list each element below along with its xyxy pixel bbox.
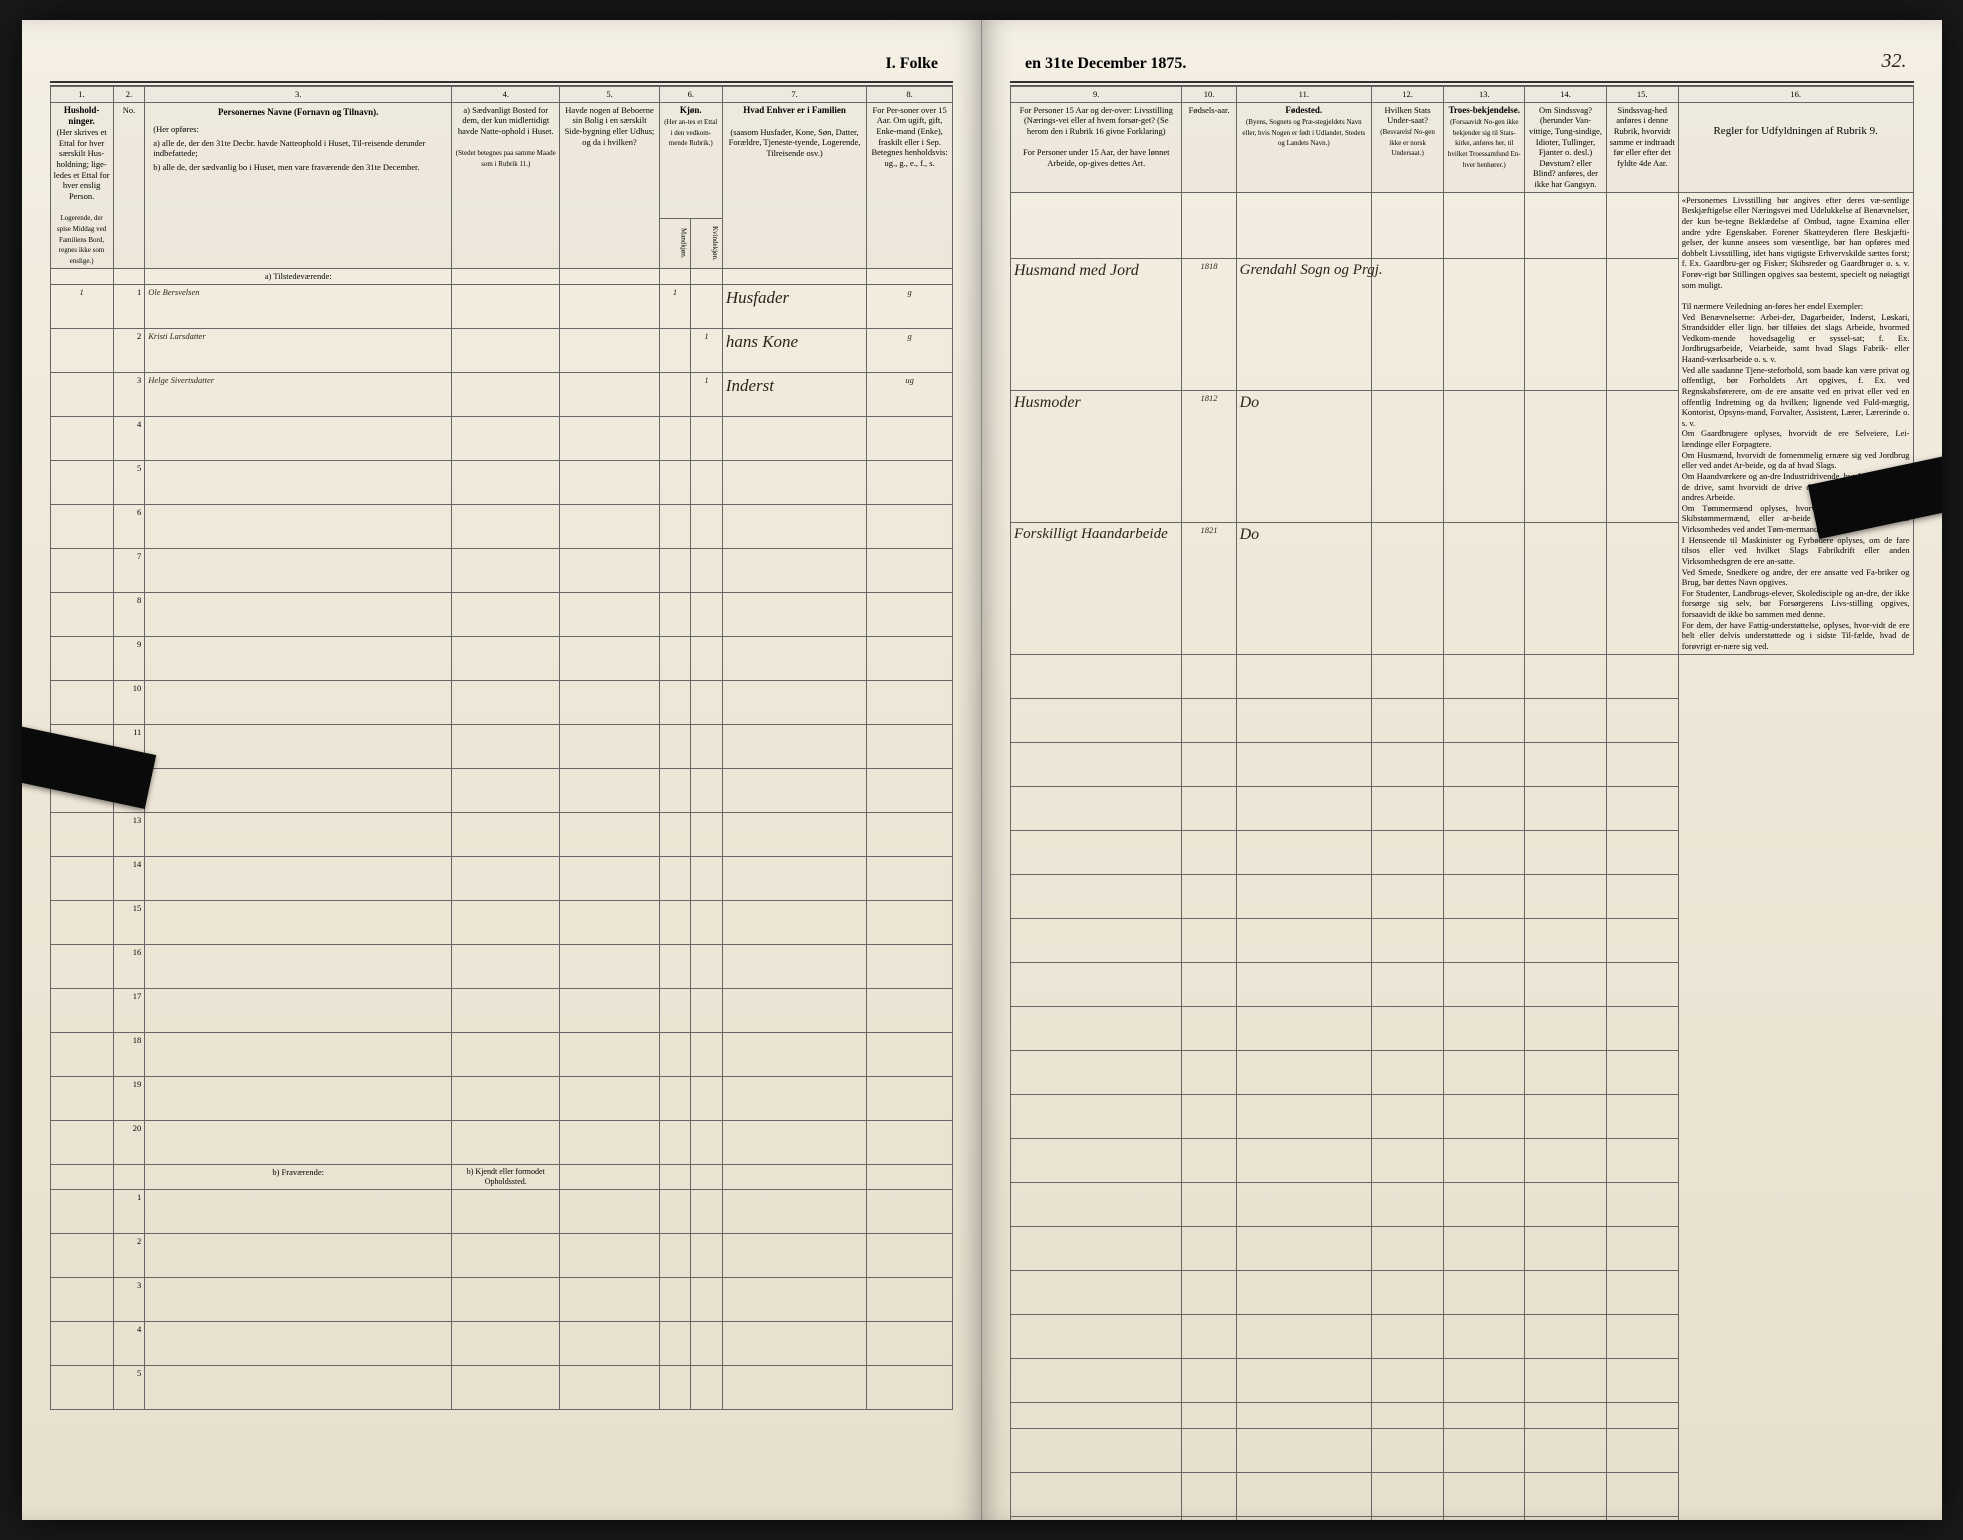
instructions-cell: «Personernes Livsstilling bør angives ef… <box>1678 192 1913 654</box>
hdr-tilfaelde: Sindssvag-hed anføres i denne Rubrik, hv… <box>1606 102 1678 192</box>
col-16: 16. <box>1678 87 1913 103</box>
table-row <box>1011 1138 1914 1182</box>
table-row <box>1011 1516 1914 1520</box>
col-6: 6. <box>659 87 722 103</box>
col-13: 13. <box>1444 87 1525 103</box>
hdr-kvinde: Kvindekjøn. <box>691 218 723 268</box>
person-name: Kristi Larsdatter <box>145 328 452 372</box>
table-row: 5 <box>50 1365 953 1409</box>
table-row <box>1011 1094 1914 1138</box>
col-9: 9. <box>1011 87 1182 103</box>
table-row: 16 <box>50 944 953 988</box>
title-right: en 31te December 1875. <box>1010 55 1914 73</box>
table-row: 14 <box>50 856 953 900</box>
hdr-bosted: a) Sædvanligt Bosted for dem, der kun mi… <box>452 102 560 268</box>
table-row <box>1011 918 1914 962</box>
table-row: 17 <box>50 988 953 1032</box>
col-8: 8. <box>867 87 953 103</box>
col-14: 14. <box>1525 87 1606 103</box>
person-name: Ole Bersvelsen <box>145 284 452 328</box>
section-b-label: b) Fraværende: <box>145 1164 452 1189</box>
table-row: 1 <box>50 1189 953 1233</box>
hdr-navne: Personernes Navne (Fornavn og Tilnavn). … <box>145 102 452 268</box>
table-row: 18 <box>50 1032 953 1076</box>
table-row: 7 <box>50 548 953 592</box>
table-row: 15 <box>50 900 953 944</box>
table-row: 2 Kristi Larsdatter 1 hans Kone g <box>50 328 953 372</box>
col-3: 3. <box>145 87 452 103</box>
census-book-spread: I. Folke 1. 2. 3. 4. 5. 6. 7. 8. Hu <box>22 20 1942 1520</box>
table-row: 11 <box>50 724 953 768</box>
table-row <box>1011 1428 1914 1472</box>
table-row <box>1011 786 1914 830</box>
table-row <box>1011 698 1914 742</box>
col-2: 2. <box>113 87 145 103</box>
hdr-mand: Mandkjøn. <box>659 218 691 268</box>
table-row: 6 <box>50 504 953 548</box>
table-row <box>1011 1182 1914 1226</box>
col-10: 10. <box>1182 87 1236 103</box>
hdr-fodselaar: Fødsels-aar. <box>1182 102 1236 192</box>
table-row <box>1011 874 1914 918</box>
col-11: 11. <box>1236 87 1371 103</box>
table-row <box>1011 962 1914 1006</box>
table-row <box>1011 1472 1914 1516</box>
table-row <box>1011 742 1914 786</box>
col-5: 5. <box>560 87 659 103</box>
table-row: 20 <box>50 1120 953 1164</box>
table-row <box>1011 1314 1914 1358</box>
hdr-fodested: Fødested. (Byens, Sognets og Præ-stegjel… <box>1236 102 1371 192</box>
table-row: 9 <box>50 636 953 680</box>
table-row: 12 <box>50 768 953 812</box>
col-4: 4. <box>452 87 560 103</box>
section-a-row: a) Tilstedeværende: <box>50 268 953 284</box>
section-a-label: a) Tilstedeværende: <box>145 268 452 284</box>
hdr-sindssvag: Om Sindssvag? (herunder Van-vittige, Tun… <box>1525 102 1606 192</box>
table-row <box>1011 1358 1914 1402</box>
left-table: 1. 2. 3. 4. 5. 6. 7. 8. Hushold-ninger. … <box>50 86 954 1410</box>
hdr-regler: Regler for Udfyldningen af Rubrik 9. <box>1678 102 1913 192</box>
hdr-livsstilling: For Personer 15 Aar og der-over: Livssti… <box>1011 102 1182 192</box>
col-1: 1. <box>50 87 113 103</box>
page-number: 32. <box>1876 50 1907 73</box>
hdr-familie: Hvad Enhver er i Familien (saasom Husfad… <box>722 102 866 268</box>
right-table: 9. 10. 11. 12. 13. 14. 15. 16. For Perso… <box>1010 86 1914 1520</box>
table-row <box>1011 830 1914 874</box>
table-row <box>1011 654 1914 698</box>
hdr-no: No. <box>113 102 145 268</box>
table-row: 8 <box>50 592 953 636</box>
table-row: 2 <box>50 1233 953 1277</box>
table-row: 4 <box>50 1321 953 1365</box>
col-12: 12. <box>1371 87 1443 103</box>
table-row <box>1011 1006 1914 1050</box>
title-left: I. Folke <box>50 55 954 73</box>
col-15: 15. <box>1606 87 1678 103</box>
hdr-stats: Hvilken Stats Under-saat? (Besvarelsf No… <box>1371 102 1443 192</box>
hdr-husholdninger: Hushold-ninger. (Her skrives et Ettal fo… <box>50 102 113 268</box>
hdr-troes: Troes-bekjendelse. (Forsaavidt No-gen ik… <box>1444 102 1525 192</box>
table-row: 4 <box>50 416 953 460</box>
col-7: 7. <box>722 87 866 103</box>
table-row: 5 <box>50 460 953 504</box>
table-row <box>1011 1226 1914 1270</box>
table-row: 1 1 Ole Bersvelsen 1 Husfader g <box>50 284 953 328</box>
table-row: 13 <box>50 812 953 856</box>
hdr-kjon: Kjøn. (Her an-tes et Ettal i den vedkom-… <box>659 102 722 218</box>
table-row: 3 Helge Sivertsdatter 1 Inderst ug <box>50 372 953 416</box>
table-row: 19 <box>50 1076 953 1120</box>
hdr-bolig: Havde nogen af Beboerne sin Bolig i en s… <box>560 102 659 268</box>
left-page: I. Folke 1. 2. 3. 4. 5. 6. 7. 8. Hu <box>22 20 983 1520</box>
table-row <box>1011 1270 1914 1314</box>
table-row: 10 <box>50 680 953 724</box>
table-row <box>1011 1050 1914 1094</box>
table-row: 3 <box>50 1277 953 1321</box>
person-name: Helge Sivertsdatter <box>145 372 452 416</box>
section-b-row: b) Fraværende: b) Kjendt eller formodet … <box>50 1164 953 1189</box>
right-page: 32. en 31te December 1875. 9. 10. 11. 12… <box>982 20 1942 1520</box>
hdr-status: For Per-soner over 15 Aar. Om ugift, gif… <box>867 102 953 268</box>
